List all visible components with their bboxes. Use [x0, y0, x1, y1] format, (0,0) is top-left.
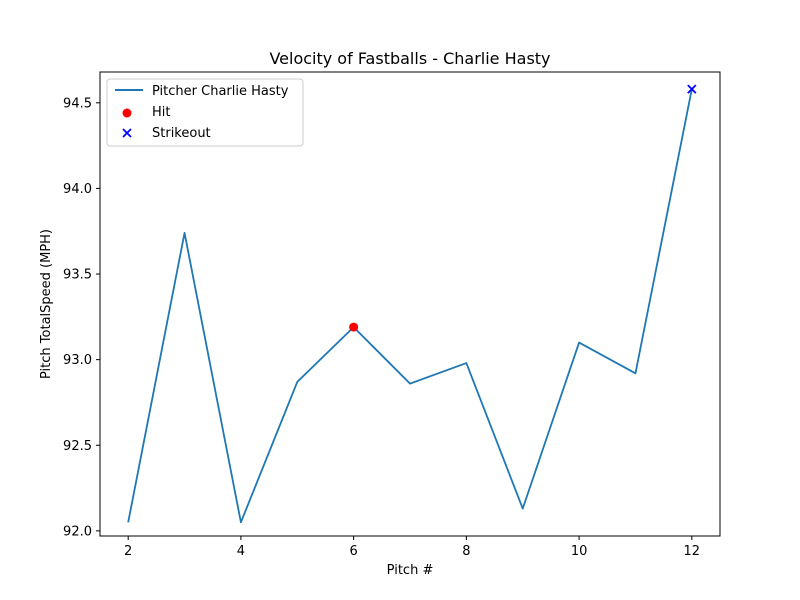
x-axis: 2 4 6 8 10 12	[124, 536, 700, 559]
y-tick-label: 93.5	[63, 268, 92, 283]
y-axis-label: Pitch TotalSpeed (MPH)	[39, 229, 54, 379]
hit-marker	[349, 322, 359, 332]
series-layer	[127, 84, 697, 524]
y-tick-label: 94.5	[63, 96, 92, 111]
legend-label-line: Pitcher Charlie Hasty	[152, 84, 289, 99]
legend-strikeout-swatch	[122, 128, 132, 138]
legend-label-strikeout: Strikeout	[152, 126, 211, 141]
chart-title: Velocity of Fastballs - Charlie Hasty	[269, 49, 550, 68]
y-tick-label: 92.0	[63, 524, 92, 539]
x-tick-label: 12	[684, 544, 701, 559]
x-axis-label: Pitch #	[387, 563, 434, 578]
x-tick-label: 8	[462, 544, 470, 559]
x-tick-label: 4	[237, 544, 245, 559]
series-line-charlie-hasty	[127, 88, 693, 524]
x-tick-label: 10	[571, 544, 588, 559]
y-tick-label: 92.5	[63, 439, 92, 454]
legend: Pitcher Charlie Hasty Hit Strikeout	[106, 78, 304, 147]
legend-label-hit: Hit	[152, 105, 170, 120]
x-tick-label: 2	[124, 544, 132, 559]
strikeout-marker	[687, 84, 697, 94]
y-axis: 92.0 92.5 93.0 93.5 94.0 94.5	[63, 96, 100, 539]
legend-hit-swatch	[122, 108, 132, 118]
x-tick-label: 6	[349, 544, 357, 559]
legend-box	[106, 78, 304, 147]
y-tick-label: 94.0	[63, 182, 92, 197]
y-tick-label: 93.0	[63, 353, 92, 368]
plot-area	[99, 71, 721, 537]
